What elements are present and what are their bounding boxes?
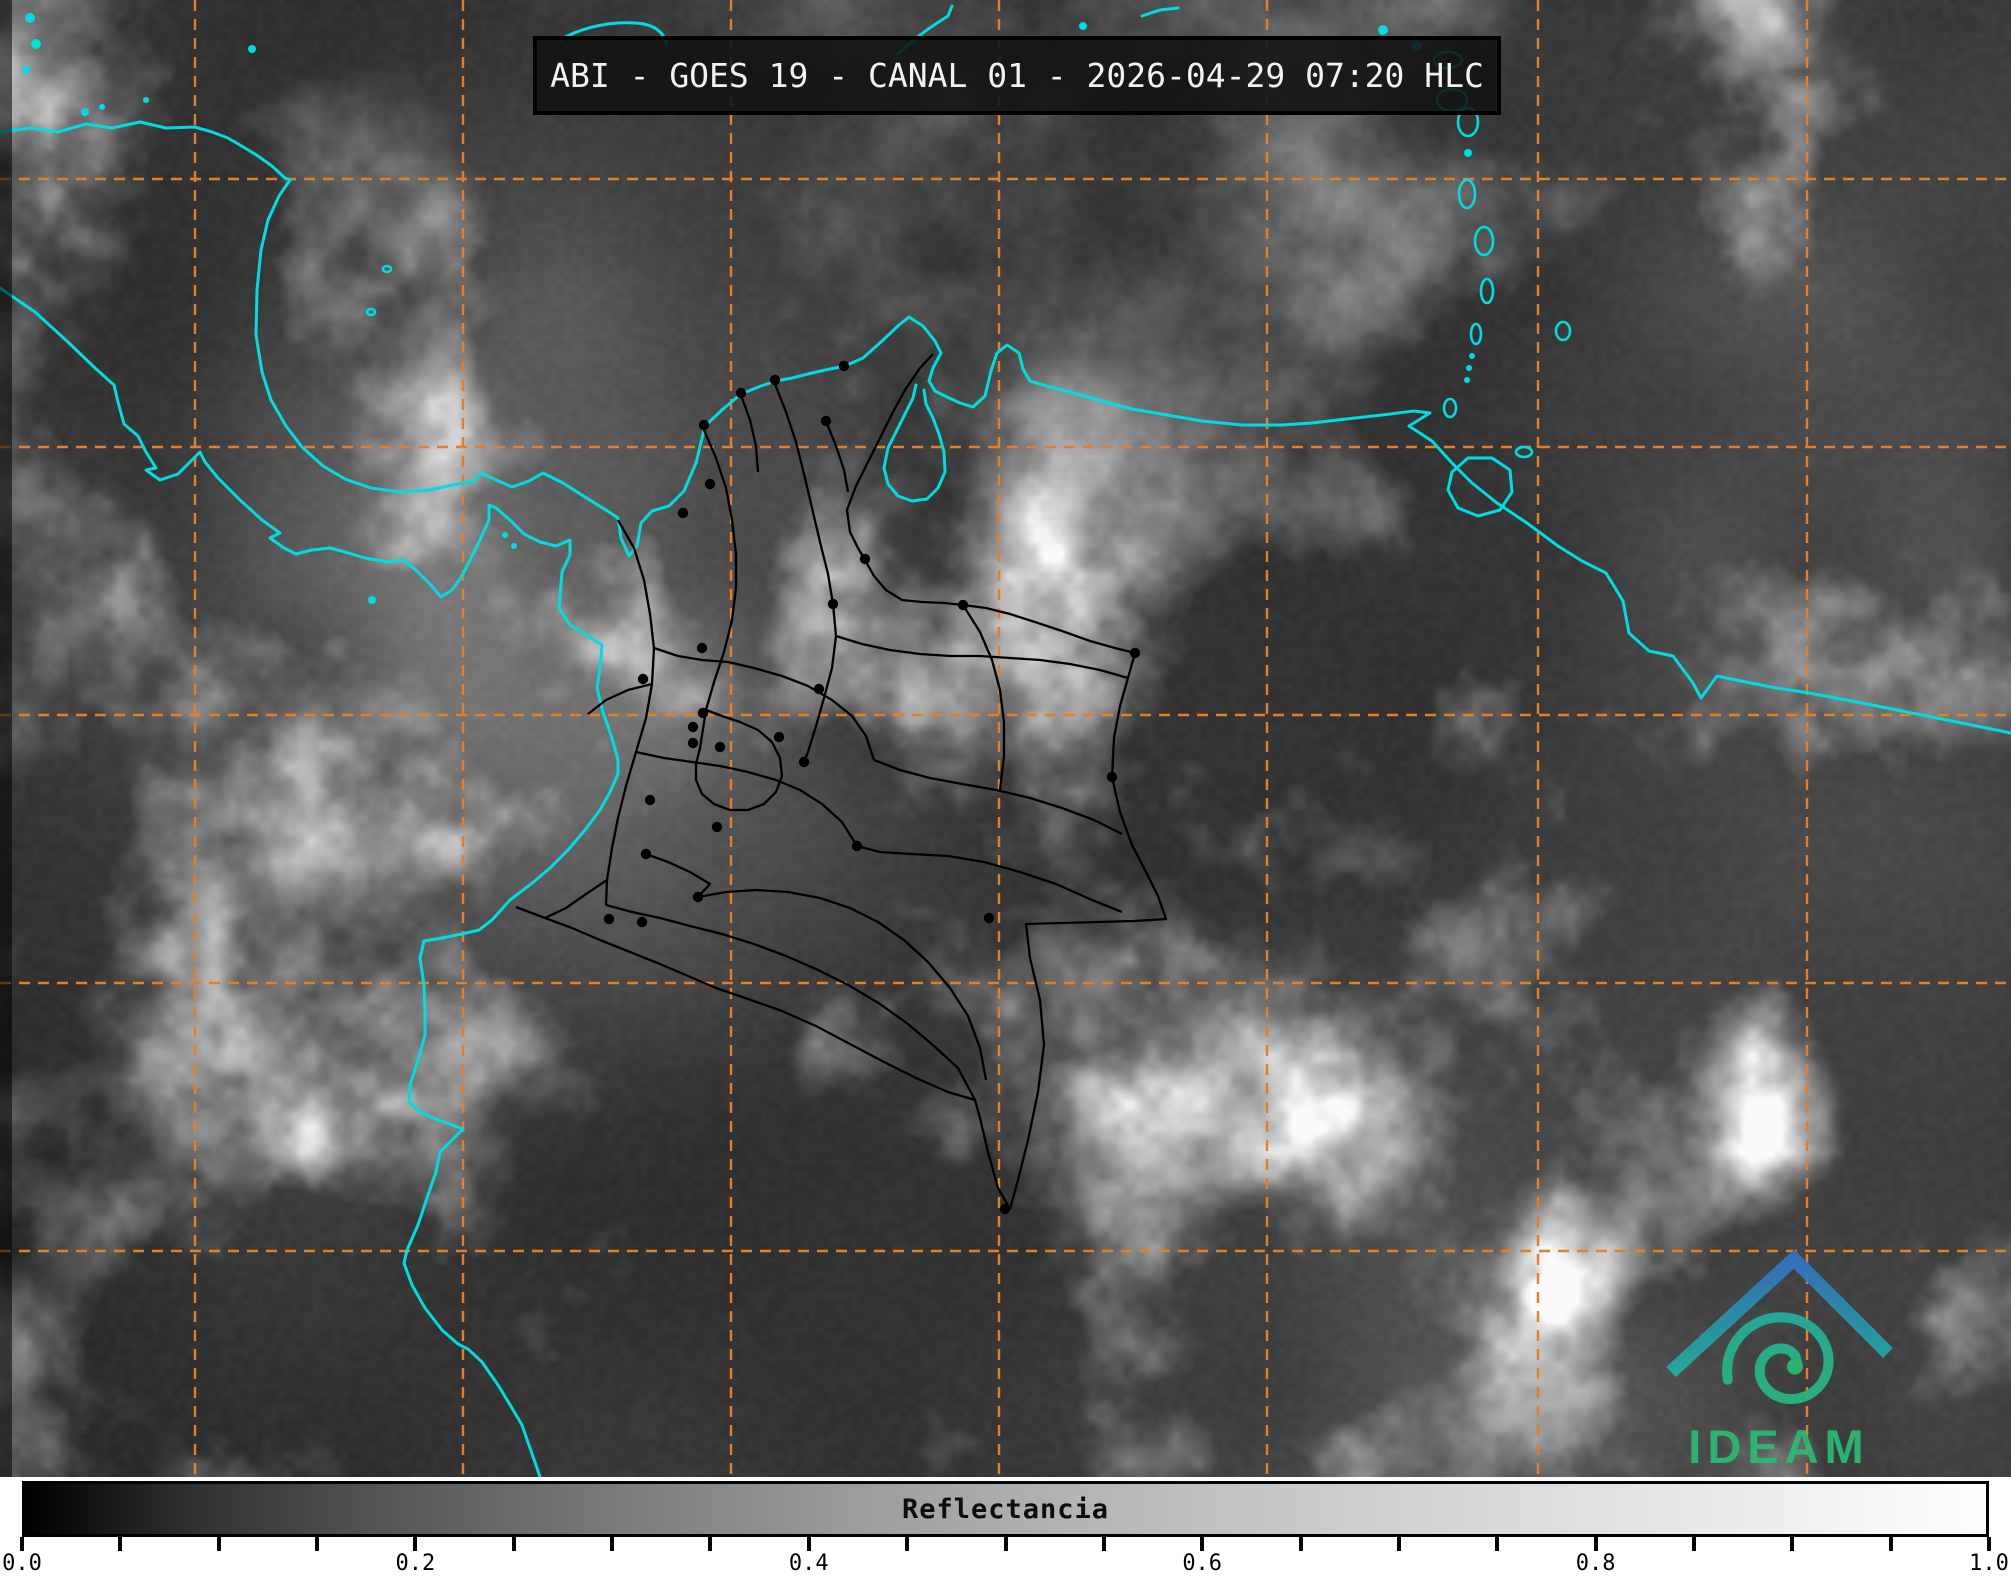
coastlines <box>0 4 2011 1477</box>
colorbar-tick <box>1987 1537 1991 1551</box>
colorbar-tick <box>315 1537 320 1551</box>
colorbar-tick <box>1298 1537 1303 1551</box>
logo-mountain-icon <box>1666 1249 1893 1378</box>
colorbar-tick-label: 0.4 <box>788 1551 829 1576</box>
colorbar-tick <box>511 1537 516 1551</box>
colorbar-tick <box>1101 1537 1106 1551</box>
colorbar-tick <box>118 1537 123 1551</box>
colorbar-tick <box>806 1537 811 1551</box>
colorbar-tick <box>413 1537 418 1551</box>
ideam-logo: IDEAM <box>1666 1249 1893 1473</box>
colorbar-title: Reflectancia <box>901 1493 1110 1525</box>
satellite-cloud-imagery <box>0 0 2011 1477</box>
colorbar-tick <box>1003 1537 1008 1551</box>
map-overlay: IDEAM <box>0 0 2011 1477</box>
colorbar-tick <box>1790 1537 1795 1551</box>
colorbar-tick <box>216 1537 221 1551</box>
colorbar-tick <box>20 1537 24 1551</box>
colorbar-tick <box>905 1537 910 1551</box>
colorbar-tick-label: 0.8 <box>1575 1551 1616 1576</box>
title-text: ABI - GOES 19 - CANAL 01 - 2026-04-29 07… <box>550 56 1484 95</box>
satellite-map: IDEAM ABI - GOES 19 - CANAL 01 - 2026-04… <box>0 0 2011 1477</box>
political-borders <box>515 353 1168 1211</box>
graticule-grid <box>0 0 2011 1474</box>
colorbar-tick <box>1396 1537 1401 1551</box>
logo-swirl-eye <box>1787 1358 1803 1375</box>
logo-text: IDEAM <box>1688 1420 1869 1473</box>
colorbar-tick <box>610 1537 615 1551</box>
colorbar-tick <box>708 1537 713 1551</box>
title-bar: ABI - GOES 19 - CANAL 01 - 2026-04-29 07… <box>533 36 1501 115</box>
reflectance-colorbar: Reflectancia <box>22 1481 1989 1537</box>
scene-edge-strip <box>0 0 12 1477</box>
colorbar-tick-label: 0.2 <box>395 1551 436 1576</box>
colorbar-tick <box>1495 1537 1500 1551</box>
colorbar-tick-label: 0.6 <box>1182 1551 1223 1576</box>
colorbar-tick-label: 0.0 <box>2 1551 42 1576</box>
city-markers <box>603 360 1141 1215</box>
colorbar-tick <box>1888 1537 1893 1551</box>
colorbar-tick <box>1200 1537 1205 1551</box>
colorbar-tick <box>1691 1537 1696 1551</box>
logo-swirl-icon <box>1722 1312 1834 1404</box>
colorbar-tick <box>1593 1537 1598 1551</box>
colorbar-area: Reflectancia 0.0 0.2 0.4 0.6 0.8 1.0 <box>0 1477 2011 1577</box>
colorbar-tick-label: 1.0 <box>1969 1551 2009 1576</box>
